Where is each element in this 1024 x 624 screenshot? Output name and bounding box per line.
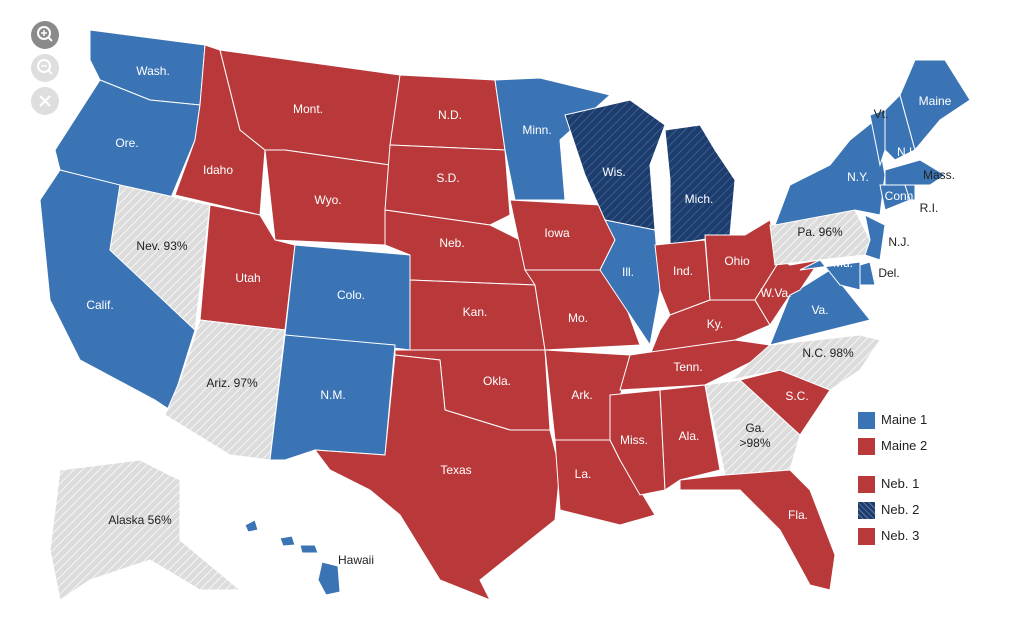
legend-swatch [858,476,875,494]
legend-swatch [858,528,875,546]
state [728,334,881,391]
state [389,74,506,151]
state [664,124,736,246]
state [859,261,876,286]
state [409,279,546,351]
legend-item: Neb. 3 [858,528,920,546]
legend-item: Neb. 1 [858,476,920,494]
reset-icon [39,95,51,107]
state [884,94,916,161]
state [54,79,201,201]
state [164,319,286,461]
legend-item: Neb. 2 [858,502,920,520]
state [774,119,886,226]
zoom-in-icon [37,26,53,42]
state [659,384,721,491]
state [879,184,911,211]
legend-swatch [858,412,875,430]
state [884,159,946,186]
state [904,184,916,201]
legend-swatch [858,502,875,520]
state [264,149,391,246]
state [679,469,836,591]
legend-label: Neb. 2 [881,502,920,517]
state [899,59,971,152]
legend-swatch [858,438,875,456]
state [49,459,242,601]
state [494,77,612,201]
state [704,379,801,476]
state [313,354,561,601]
legend-item: Maine 1 [858,412,928,430]
state [109,184,211,332]
state [244,519,341,596]
state [269,334,396,461]
legend-label: Neb. 1 [881,476,920,491]
state [564,99,666,231]
zoom-out-icon [37,59,53,75]
state [864,214,886,261]
state [599,219,661,347]
state [509,199,616,271]
state [284,244,411,351]
legend-label: Maine 2 [881,438,928,453]
state [384,144,511,226]
zoom-in-button[interactable] [31,21,59,49]
legend-label: Maine 1 [881,412,928,427]
zoom-out-button[interactable] [31,54,59,82]
legend-label: Neb. 3 [881,528,920,543]
legend-item: Maine 2 [858,438,928,456]
reset-button[interactable] [31,87,59,115]
state [799,259,861,291]
